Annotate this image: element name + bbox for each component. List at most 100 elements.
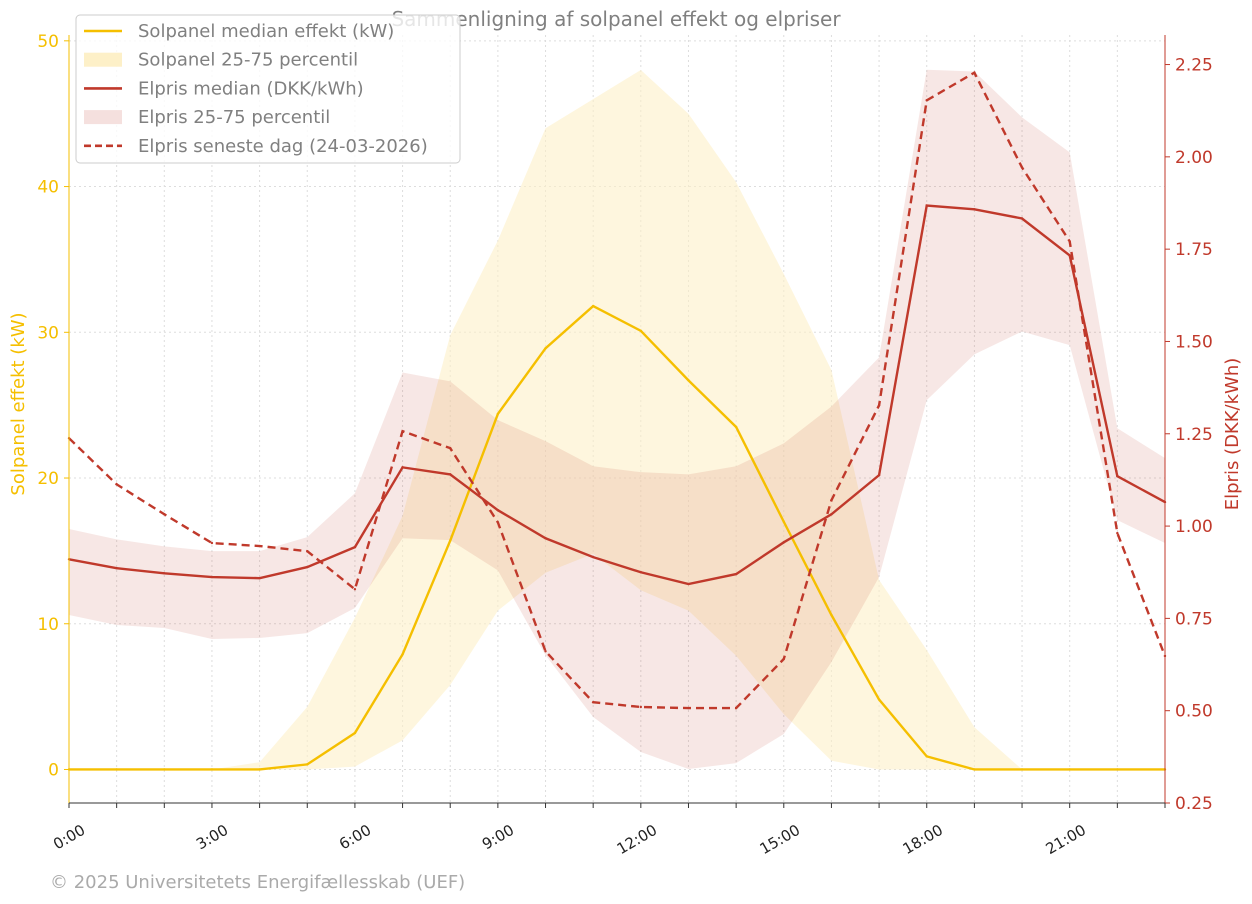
copyright-footer: © 2025 Universitetets Energifællesskab (… xyxy=(50,872,466,893)
data-point xyxy=(163,768,166,771)
data-point xyxy=(973,71,976,74)
x-tick-label: 12:00 xyxy=(614,821,660,858)
data-point xyxy=(973,208,976,211)
data-point xyxy=(1068,240,1071,243)
data-point xyxy=(258,768,261,771)
data-point xyxy=(496,509,500,512)
data-point xyxy=(1116,475,1119,478)
data-point xyxy=(544,537,547,540)
data-point xyxy=(163,513,166,516)
data-point xyxy=(591,555,595,559)
data-point xyxy=(830,513,833,516)
left-tick-label: 50 xyxy=(37,32,59,52)
data-point xyxy=(639,705,643,709)
x-tick-label: 3:00 xyxy=(193,821,231,853)
data-point xyxy=(210,768,214,771)
data-point xyxy=(925,99,928,102)
right-tick-label: 1.50 xyxy=(1175,332,1213,352)
data-point xyxy=(163,572,166,575)
data-point xyxy=(258,544,261,548)
right-tick-label: 2.25 xyxy=(1175,56,1213,76)
x-tick-label: 9:00 xyxy=(479,821,517,853)
data-point xyxy=(353,731,357,735)
band-elpris-25-75-percentil xyxy=(69,69,1165,770)
data-point xyxy=(877,473,881,477)
legend-swatch xyxy=(84,110,122,125)
x-tick-label: 21:00 xyxy=(1043,821,1089,858)
chart-title: Sammenligning af solpanel effekt og elpr… xyxy=(391,7,841,31)
legend-label: Elpris seneste dag (24-03-2026) xyxy=(138,136,428,157)
data-point xyxy=(1068,768,1071,771)
data-point xyxy=(115,566,118,570)
data-point xyxy=(1020,768,1024,771)
data-point xyxy=(734,572,738,576)
right-tick-label: 2.00 xyxy=(1175,148,1213,168)
data-point xyxy=(306,549,309,553)
data-point xyxy=(115,768,118,771)
legend-label: Solpanel median effekt (kW) xyxy=(138,21,394,42)
data-point xyxy=(734,425,738,429)
data-point xyxy=(401,429,404,433)
data-point xyxy=(1116,531,1119,535)
legend-label: Elpris median (DKK/kWh) xyxy=(138,78,364,99)
data-point xyxy=(734,706,738,710)
data-point xyxy=(591,304,595,308)
legend-label: Elpris 25-75 percentil xyxy=(138,107,330,128)
left-tick-label: 40 xyxy=(37,178,59,198)
data-point xyxy=(830,613,833,617)
legend xyxy=(75,14,461,164)
data-point xyxy=(544,347,547,350)
data-point xyxy=(544,650,547,653)
x-tick-label: 18:00 xyxy=(900,821,946,858)
data-point xyxy=(973,768,976,771)
data-point xyxy=(639,329,643,333)
data-point xyxy=(1020,166,1024,169)
right-axis-label: Elpris (DKK/kWh) xyxy=(1222,358,1243,511)
data-point xyxy=(306,565,309,569)
data-point xyxy=(782,541,785,544)
data-point xyxy=(830,499,833,502)
data-point xyxy=(401,466,404,469)
data-point xyxy=(496,412,500,416)
data-point xyxy=(449,473,452,476)
data-point xyxy=(639,571,643,574)
data-point xyxy=(1020,217,1024,220)
data-point xyxy=(591,701,595,704)
data-point xyxy=(687,706,690,710)
data-point xyxy=(496,521,500,524)
data-point xyxy=(782,520,785,523)
right-tick-label: 0.25 xyxy=(1175,794,1213,814)
data-point xyxy=(306,763,309,766)
data-point xyxy=(353,545,357,549)
data-point xyxy=(782,657,785,661)
data-point xyxy=(210,575,214,579)
data-point xyxy=(1116,768,1119,771)
data-point xyxy=(877,404,881,407)
left-tick-label: 0 xyxy=(48,760,59,780)
band-solpanel-25-75-percentil xyxy=(69,69,1165,770)
data-point xyxy=(877,698,881,701)
right-tick-label: 1.75 xyxy=(1175,240,1213,260)
data-point xyxy=(925,755,928,758)
data-point xyxy=(687,379,690,382)
data-point xyxy=(353,588,357,591)
right-tick-label: 1.25 xyxy=(1175,425,1213,445)
x-tick-label: 6:00 xyxy=(336,821,374,853)
data-point xyxy=(258,576,261,580)
right-tick-label: 0.50 xyxy=(1175,702,1213,722)
x-tick-label: 15:00 xyxy=(757,821,803,858)
legend-label: Solpanel 25-75 percentil xyxy=(138,50,358,71)
data-point xyxy=(925,204,928,207)
left-tick-label: 20 xyxy=(37,469,59,489)
line-solpanel-median-effekt-kw- xyxy=(69,304,1165,771)
data-point xyxy=(1068,254,1071,257)
right-tick-label: 1.00 xyxy=(1175,517,1213,537)
data-point xyxy=(687,582,690,586)
data-point xyxy=(449,446,452,450)
left-axis-label: Solpanel effekt (kW) xyxy=(8,312,29,495)
legend-swatch xyxy=(84,52,122,67)
data-point xyxy=(115,483,118,486)
line-elpris-median-dkk-kwh- xyxy=(68,204,1166,586)
x-tick-label: 0:00 xyxy=(50,821,88,853)
data-point xyxy=(210,541,214,545)
